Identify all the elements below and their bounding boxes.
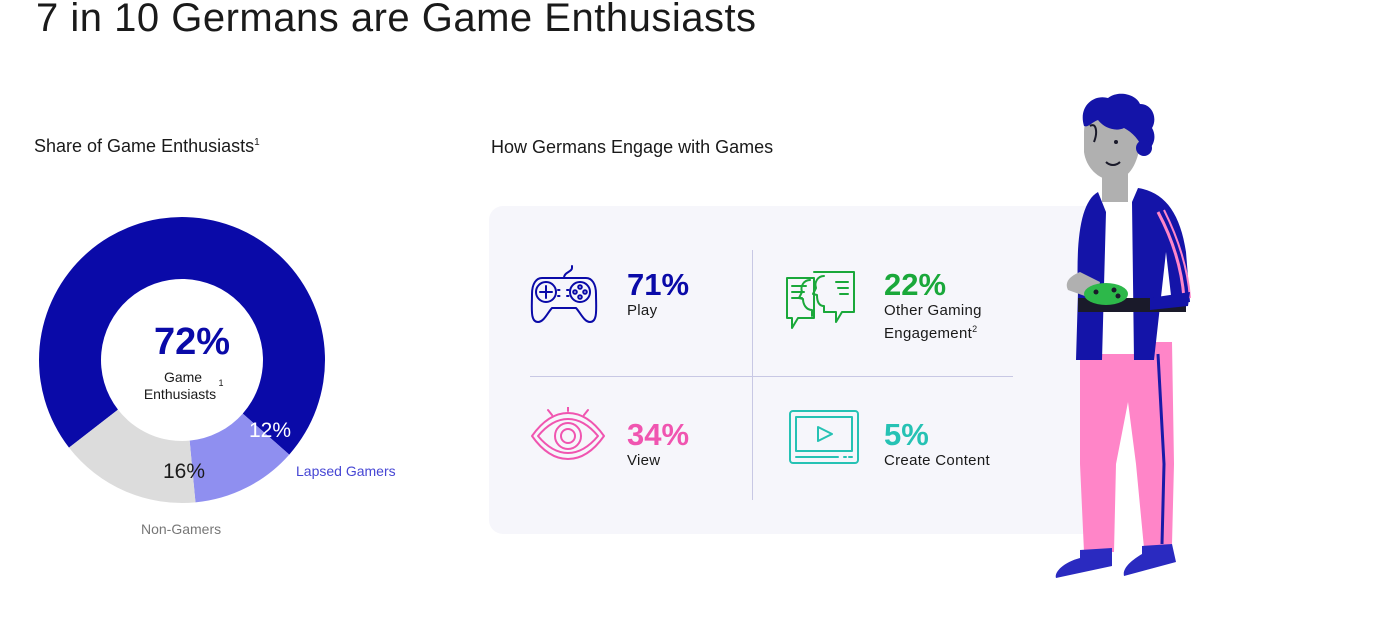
stat-view: 34% View — [627, 418, 689, 470]
stat-view-label: View — [627, 452, 661, 469]
eye-icon — [531, 407, 605, 460]
stat-create-label: Create Content — [884, 452, 990, 469]
slice-label-lapsed: 12% — [249, 419, 291, 442]
gamepad-icon — [530, 265, 598, 323]
stat-play-label: Play — [627, 302, 658, 319]
conversation-icon — [786, 271, 855, 329]
slice-label-non-gamers: 16% — [163, 460, 205, 483]
donut-slice-non-gamers — [69, 409, 196, 503]
legend-lapsed-gamers: Lapsed Gamers — [296, 463, 396, 479]
center-label-line1: Game — [164, 369, 202, 385]
engagement-panel — [489, 206, 1109, 534]
stat-other-engagement: 22% Other Gaming Engagement2 — [884, 268, 982, 343]
engagement-heading: How Germans Engage with Games — [491, 137, 774, 157]
center-label-line2: Enthusiasts — [144, 386, 216, 402]
donut-heading: Share of Game Enthusiasts1 — [34, 136, 260, 156]
stat-create-value: 5% — [884, 417, 929, 452]
legend-non-gamers: Non-Gamers — [141, 521, 222, 537]
stat-play: 71% Play — [627, 268, 689, 320]
panel-divider-vertical — [752, 250, 753, 500]
donut-chart: 72% Game Enthusiasts 1 12% 16% — [38, 217, 326, 503]
stat-other-value: 22% — [884, 267, 947, 302]
donut-slice-game-enthusiasts — [38, 217, 326, 455]
donut-slice-lapsed-gamers — [189, 413, 290, 503]
stat-other-label-line1: Other Gaming — [884, 302, 982, 319]
page-title: 7 in 10 Germans are Game Enthusiasts — [36, 0, 757, 40]
gamer-illustration — [1055, 93, 1191, 578]
center-label-sup: 1 — [218, 378, 223, 388]
stat-other-label-line2: Engagement2 — [884, 324, 978, 342]
panel-divider-horizontal — [530, 376, 1013, 377]
stat-create-content: 5% Create Content — [884, 418, 990, 470]
stat-view-value: 34% — [627, 417, 690, 452]
video-screen-icon — [789, 410, 859, 464]
stat-play-value: 71% — [627, 267, 690, 302]
center-value: 72% — [154, 321, 230, 363]
